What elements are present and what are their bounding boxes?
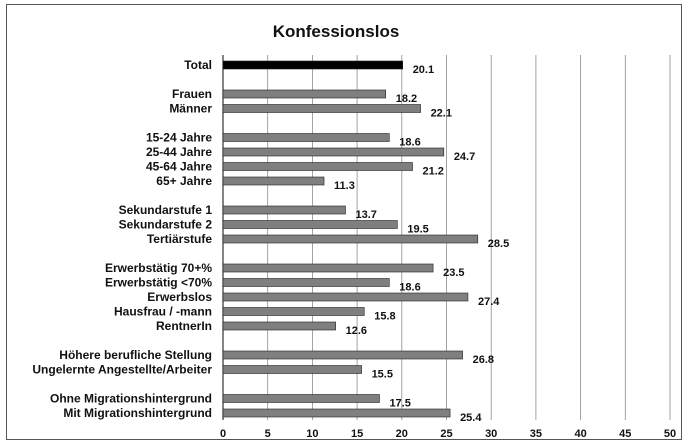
data-label: 28.5 [488, 238, 509, 250]
data-label: 18.6 [399, 137, 420, 149]
data-label: 22.1 [431, 108, 452, 120]
category-label: Erwerbstätig <70% [105, 276, 212, 290]
category-label: Sekundarstufe 1 [119, 203, 213, 217]
data-label: 18.2 [396, 93, 417, 105]
bar [222, 89, 387, 99]
category-label: Ungelernte Angestellte/Arbeiter [32, 363, 212, 377]
data-label: 12.6 [346, 325, 367, 337]
category-label: 15-24 Jahre [146, 131, 212, 145]
x-axis-ticks: 0 5 10 15 20 25 30 35 40 45 50 [220, 428, 676, 440]
x-tick-label: 25 [440, 428, 452, 440]
bar [222, 133, 390, 142]
category-label: Erwerbslos [147, 290, 212, 304]
data-label: 20.1 [413, 64, 434, 76]
category-label: RentnerIn [156, 319, 212, 333]
bar [222, 365, 362, 374]
data-label: 11.3 [334, 180, 355, 192]
category-label: 45-64 Jahre [146, 160, 212, 174]
data-label: 21.2 [423, 166, 444, 178]
data-label: 23.5 [443, 267, 464, 279]
bar [222, 292, 469, 302]
category-label: Erwerbstätig 70+% [105, 261, 212, 275]
x-tick-label: 15 [351, 428, 363, 440]
bar [222, 408, 451, 418]
category-label: 65+ Jahre [156, 174, 212, 188]
category-label: Höhere berufliche Stellung [59, 348, 212, 362]
data-label: 15.8 [374, 311, 395, 323]
bar [222, 205, 346, 215]
bar [222, 162, 413, 171]
category-label: Mit Migrationshintergrund [63, 406, 212, 420]
bar [222, 307, 365, 316]
data-label: 13.7 [355, 209, 376, 221]
bars [222, 60, 479, 418]
category-label: Hausfrau / -mann [114, 305, 212, 319]
chart-title: Konfessionslos [273, 22, 400, 41]
x-tick-label: 0 [220, 428, 226, 440]
x-tick-label: 45 [619, 428, 631, 440]
bar [222, 350, 463, 360]
x-tick-label: 40 [574, 428, 586, 440]
category-label: Männer [169, 102, 212, 116]
bar [222, 394, 380, 403]
x-tick-label: 10 [306, 428, 318, 440]
bar [222, 321, 336, 331]
bar [222, 147, 445, 157]
bar [222, 220, 398, 229]
bar [222, 104, 421, 113]
category-label: Ohne Migrationshintergrund [50, 392, 212, 406]
x-tick-label: 50 [664, 428, 676, 440]
bar [222, 60, 403, 70]
category-label: Tertiärstufe [147, 232, 212, 246]
data-label: 18.6 [399, 282, 420, 294]
bar [222, 234, 479, 244]
data-label: 24.7 [454, 151, 475, 163]
x-tick-label: 5 [265, 428, 271, 440]
data-label: 26.8 [473, 354, 494, 366]
data-label: 15.5 [372, 369, 393, 381]
category-label: Sekundarstufe 2 [119, 218, 213, 232]
category-label: Total [184, 58, 212, 72]
bar [222, 176, 325, 186]
x-tick-label: 30 [485, 428, 497, 440]
bar [222, 278, 390, 287]
x-tick-label: 35 [530, 428, 542, 440]
data-label: 25.4 [460, 412, 482, 424]
bar [222, 263, 434, 273]
category-label: 25-44 Jahre [146, 145, 212, 159]
x-tick-label: 20 [396, 428, 408, 440]
data-label: 27.4 [478, 296, 500, 308]
value-labels: 20.1 18.2 22.1 18.6 24.7 21.2 11.3 13.7 19.5 28.5… [334, 64, 509, 424]
data-label: 19.5 [407, 224, 428, 236]
category-label: Frauen [172, 87, 212, 101]
data-label: 17.5 [389, 398, 410, 410]
